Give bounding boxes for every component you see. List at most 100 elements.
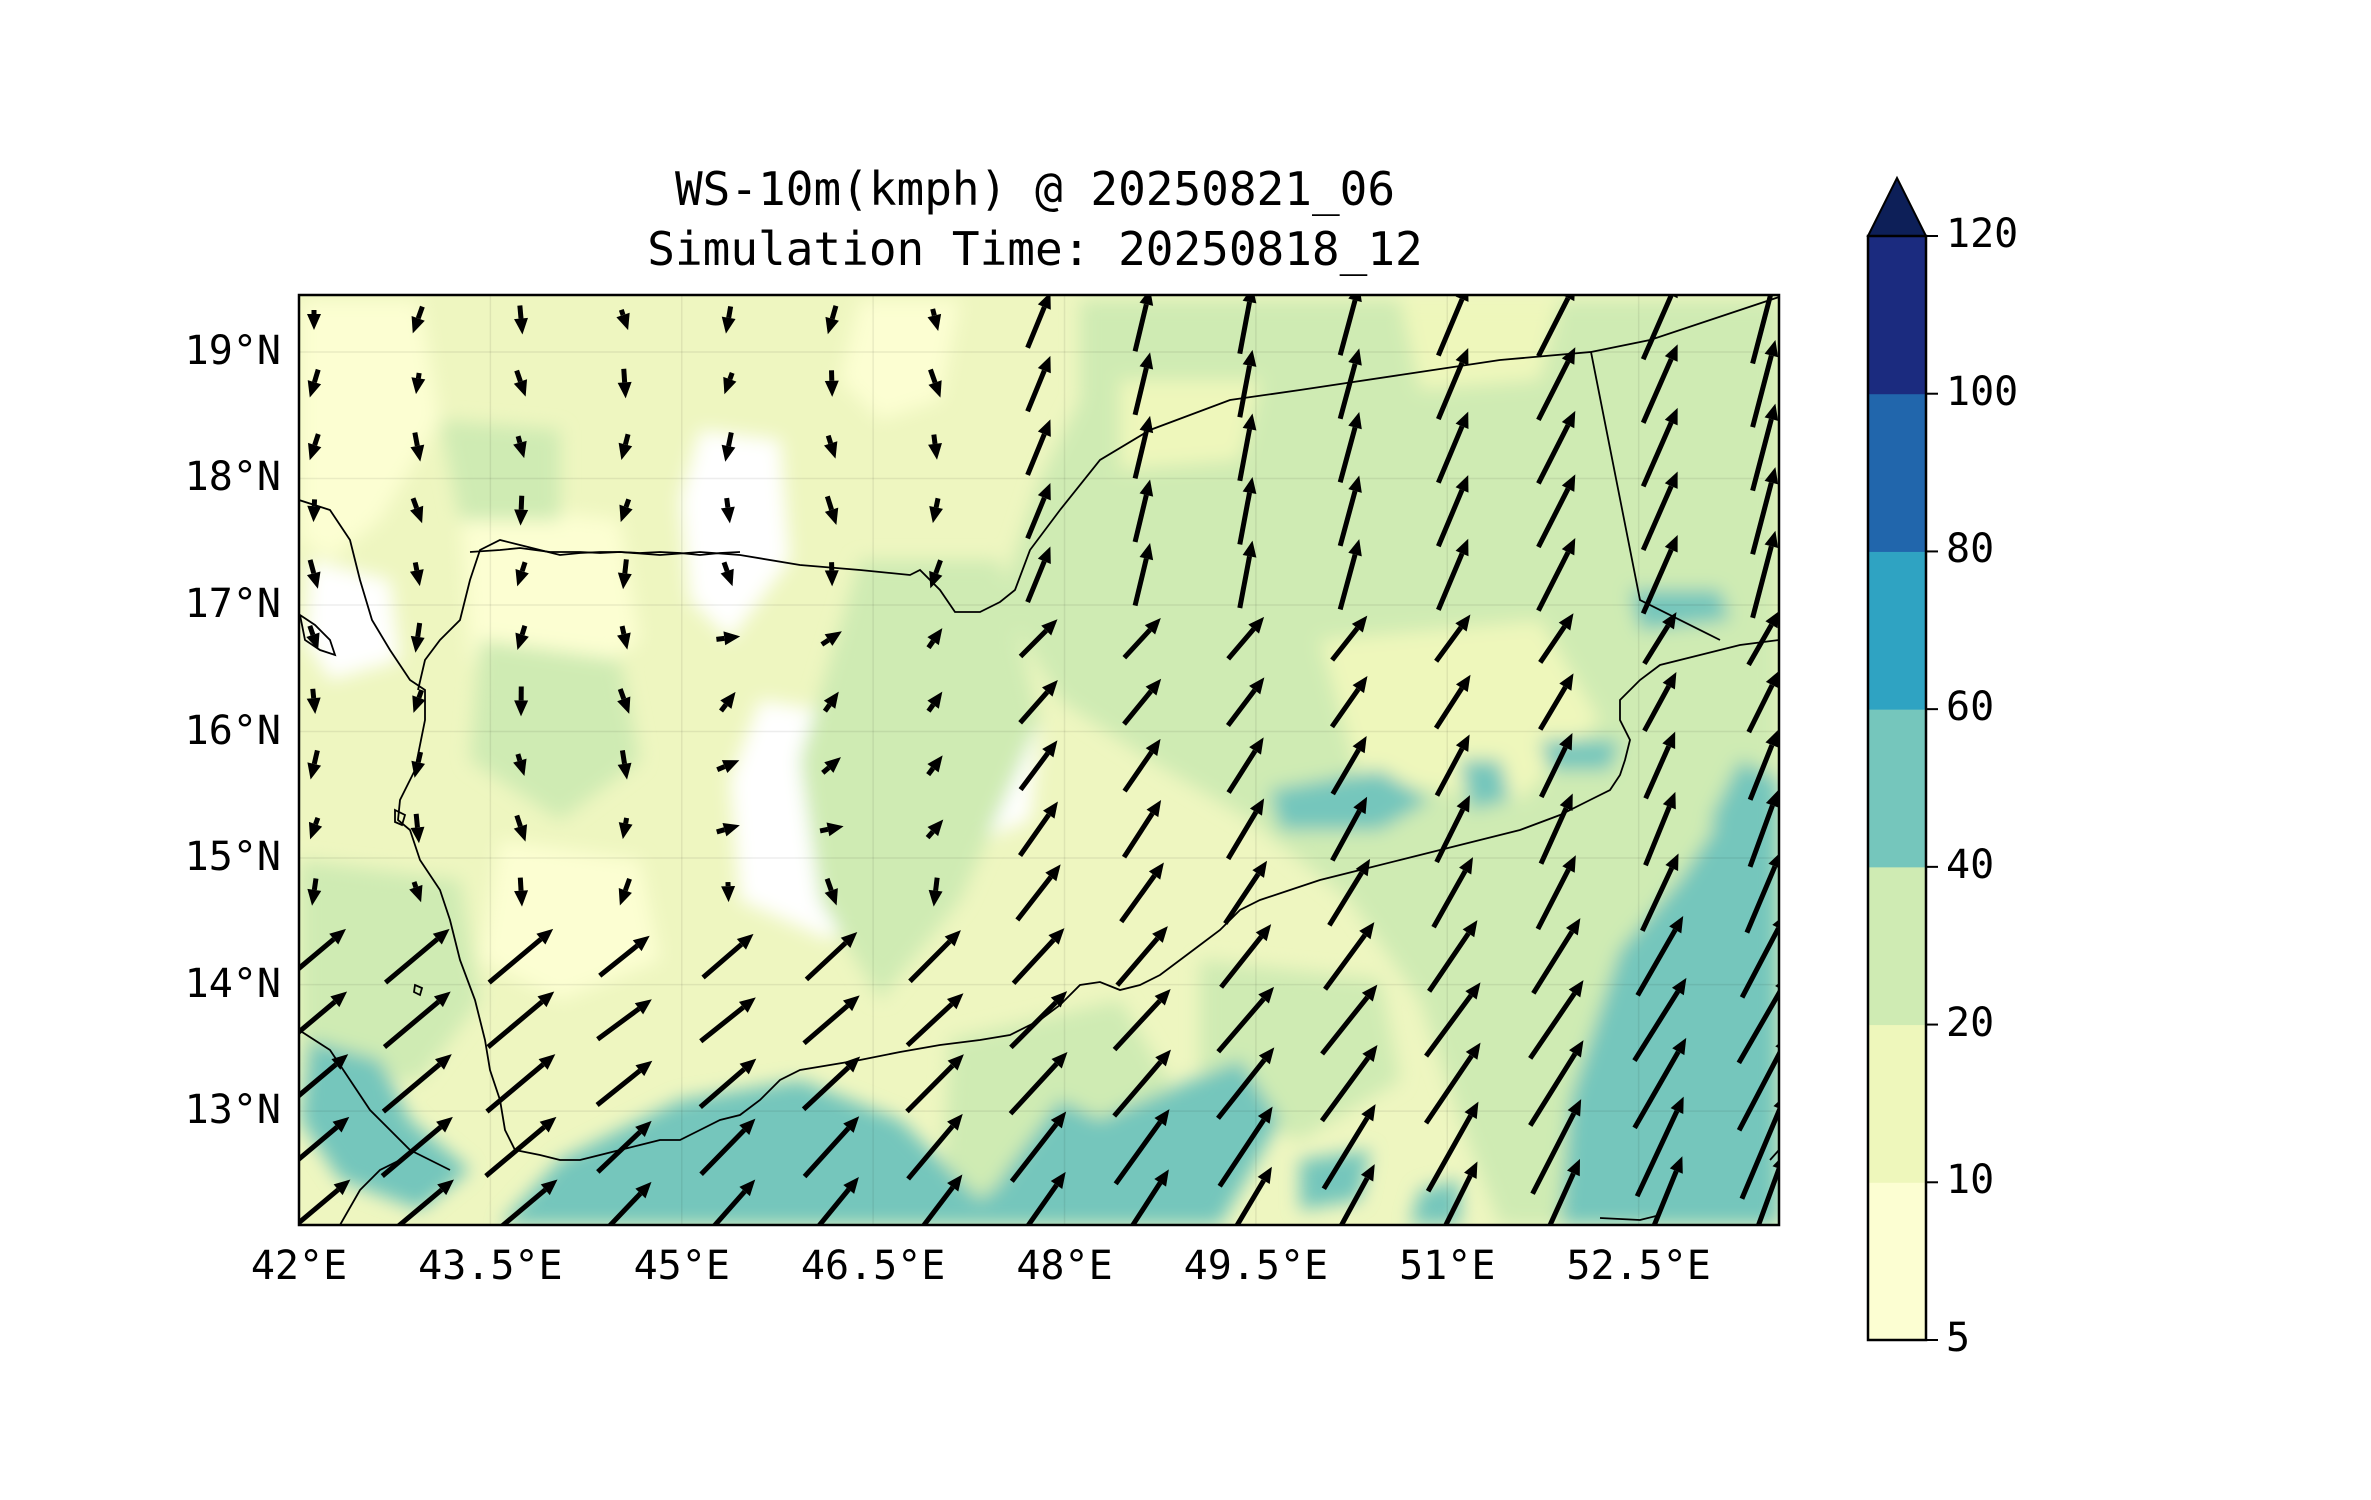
wind-vector-arrow xyxy=(1025,419,1051,476)
wind-vector-arrow xyxy=(905,993,964,1048)
wind-vector-shaft xyxy=(908,939,952,984)
wind-vector-arrow xyxy=(1015,864,1061,922)
wind-vector-shaft xyxy=(1642,684,1671,733)
wind-vector-shaft xyxy=(716,635,725,642)
wind-vector-arrow xyxy=(617,688,631,714)
wind-vector-head xyxy=(332,1116,350,1133)
wind-vector-head xyxy=(1561,347,1576,365)
wind-vector-arrow xyxy=(1330,735,1367,796)
latitude-tick-label: 14°N xyxy=(184,960,281,1007)
wind-vector-head xyxy=(308,821,323,840)
wind-vector-shaft xyxy=(1425,1114,1473,1193)
wind-vector-head xyxy=(1455,475,1469,493)
wind-vector-shaft xyxy=(1320,995,1370,1056)
wind-vector-head xyxy=(635,1120,652,1137)
wind-vector-shaft xyxy=(930,308,937,317)
wind-vector-shaft xyxy=(415,372,422,379)
wind-vector-shaft xyxy=(1219,935,1264,989)
wind-vector-head xyxy=(927,628,943,646)
wind-vector-arrow xyxy=(487,928,554,985)
wind-vector-shaft xyxy=(1226,749,1258,794)
wind-vector-shaft xyxy=(299,999,337,1036)
wind-vector-arrow xyxy=(821,757,841,775)
wind-vector-shaft xyxy=(721,561,730,573)
wind-vector-head xyxy=(617,762,632,780)
wind-vector-head xyxy=(1764,403,1779,421)
wind-vector-shaft xyxy=(1436,488,1465,548)
wind-vector-head xyxy=(617,632,631,650)
wind-vector-head xyxy=(513,824,528,842)
wind-vector-shaft xyxy=(311,878,319,891)
wind-vector-head xyxy=(1559,793,1573,811)
wind-vector-shaft xyxy=(1434,747,1465,797)
wind-vector-arrow xyxy=(1538,673,1574,731)
wind-vector-shaft xyxy=(1528,1052,1578,1127)
wind-vector-shaft xyxy=(299,937,336,972)
wind-vector-shaft xyxy=(933,877,940,891)
wind-vector-shaft xyxy=(1025,1183,1059,1225)
wind-vector-head xyxy=(1348,475,1362,493)
wind-vector-arrow xyxy=(1443,1161,1478,1225)
wind-vector-arrow xyxy=(1216,1047,1275,1120)
wind-vector-shaft xyxy=(486,999,544,1049)
wind-vector-head xyxy=(410,444,425,462)
wind-vector-arrow xyxy=(306,625,320,650)
wind-vector-arrow xyxy=(1747,730,1779,801)
wind-vector-shaft xyxy=(395,1187,444,1225)
wind-vector-head xyxy=(515,569,529,587)
wind-vector-head xyxy=(843,1177,859,1194)
wind-vector-arrow xyxy=(1112,989,1171,1052)
wind-vector-shaft xyxy=(1436,361,1465,421)
wind-vector-arrow xyxy=(1219,924,1272,989)
wind-vector-arrow xyxy=(716,822,740,837)
wind-vector-shaft xyxy=(514,369,523,383)
wind-vector-shaft xyxy=(1112,999,1162,1052)
wind-vector-shaft xyxy=(623,498,632,508)
wind-vector-arrow xyxy=(1330,615,1368,662)
wind-vector-arrow xyxy=(1112,1049,1171,1118)
wind-vector-shaft xyxy=(1132,430,1149,479)
wind-vector-shaft xyxy=(1327,871,1364,927)
wind-vectors xyxy=(299,295,1779,1225)
contour-5-10 xyxy=(480,840,660,1000)
wind-vector-head xyxy=(540,1179,558,1196)
wind-vector-head xyxy=(1565,918,1581,936)
wind-vector-head xyxy=(307,505,322,523)
wind-vector-head xyxy=(1242,477,1257,495)
colorbar-segment xyxy=(1868,1182,1926,1341)
wind-vector-shaft xyxy=(1113,1120,1163,1186)
wind-vector-head xyxy=(1772,919,1779,929)
wind-vector-arrow xyxy=(920,1174,963,1225)
wind-vector-arrow xyxy=(1750,340,1779,428)
wind-vector-shaft xyxy=(905,1002,954,1048)
wind-vector-arrow xyxy=(801,1056,861,1112)
wind-vector-shaft xyxy=(311,749,320,765)
wind-vector-shaft xyxy=(310,688,317,699)
wind-vector-head xyxy=(1764,530,1779,549)
wind-vector-shaft xyxy=(1025,560,1047,603)
wind-vector-head xyxy=(843,1116,860,1133)
wind-vector-head xyxy=(722,822,740,837)
wind-vector-head xyxy=(436,1116,453,1133)
wind-vector-head xyxy=(1148,862,1164,880)
wind-vector-shaft xyxy=(1640,295,1674,361)
wind-vector-shaft xyxy=(1018,813,1051,858)
wind-vector-head xyxy=(928,380,942,398)
wind-vector-head xyxy=(1145,678,1162,696)
wind-vector-head xyxy=(412,695,426,713)
wind-vector-shaft xyxy=(1025,496,1047,540)
wind-vector-arrow xyxy=(1436,348,1469,421)
wind-vector-arrow xyxy=(1635,916,1684,997)
wind-vector-shaft xyxy=(1008,1062,1059,1116)
wind-vector-head xyxy=(1242,413,1257,431)
wind-vector-shaft xyxy=(1025,433,1047,476)
wind-vector-head xyxy=(307,380,322,398)
wind-vector-head xyxy=(1155,1049,1171,1067)
wind-vector-arrow xyxy=(720,497,735,524)
wind-vector-shaft xyxy=(1536,551,1571,612)
wind-vector-head xyxy=(721,444,736,462)
wind-vector-head xyxy=(929,570,943,589)
wind-vector-head xyxy=(409,569,424,587)
wind-vector-arrow xyxy=(617,368,632,399)
wind-vector-head xyxy=(513,379,528,397)
